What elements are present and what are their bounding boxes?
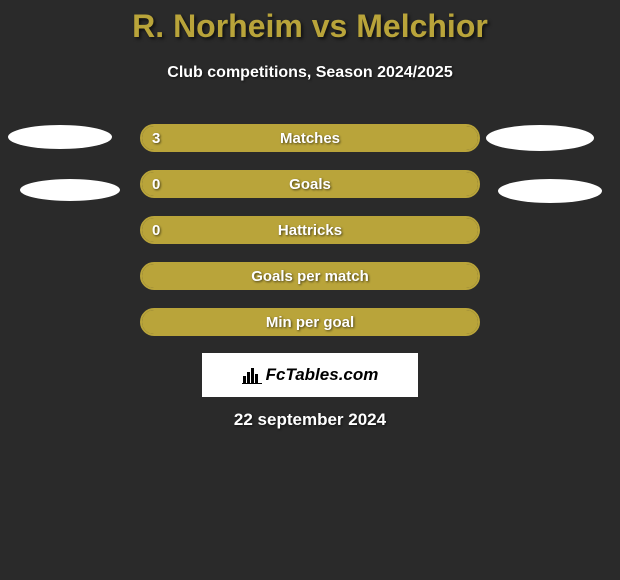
bar-chart-icon bbox=[242, 366, 262, 384]
stat-bar-label: Matches bbox=[140, 130, 480, 147]
comparison-title: R. Norheim vs Melchior bbox=[0, 8, 620, 45]
player-photo-placeholder-1 bbox=[486, 125, 594, 151]
source-logo-text: FcTables.com bbox=[242, 365, 379, 385]
player-photo-placeholder-2 bbox=[20, 179, 120, 201]
stat-bar-value: 0 bbox=[152, 222, 160, 239]
source-logo: FcTables.com bbox=[202, 353, 418, 397]
stat-bar-label: Min per goal bbox=[140, 314, 480, 331]
stat-bar-label: Goals per match bbox=[140, 268, 480, 285]
stat-bar-value: 0 bbox=[152, 176, 160, 193]
player-photo-placeholder-3 bbox=[498, 179, 602, 203]
snapshot-date: 22 september 2024 bbox=[0, 410, 620, 430]
player-photo-placeholder-0 bbox=[8, 125, 112, 149]
comparison-infographic: R. Norheim vs Melchior Club competitions,… bbox=[0, 0, 620, 580]
stat-bar-label: Hattricks bbox=[140, 222, 480, 239]
stat-bar-value: 3 bbox=[152, 130, 160, 147]
comparison-subtitle: Club competitions, Season 2024/2025 bbox=[0, 64, 620, 82]
stat-bar-label: Goals bbox=[140, 176, 480, 193]
